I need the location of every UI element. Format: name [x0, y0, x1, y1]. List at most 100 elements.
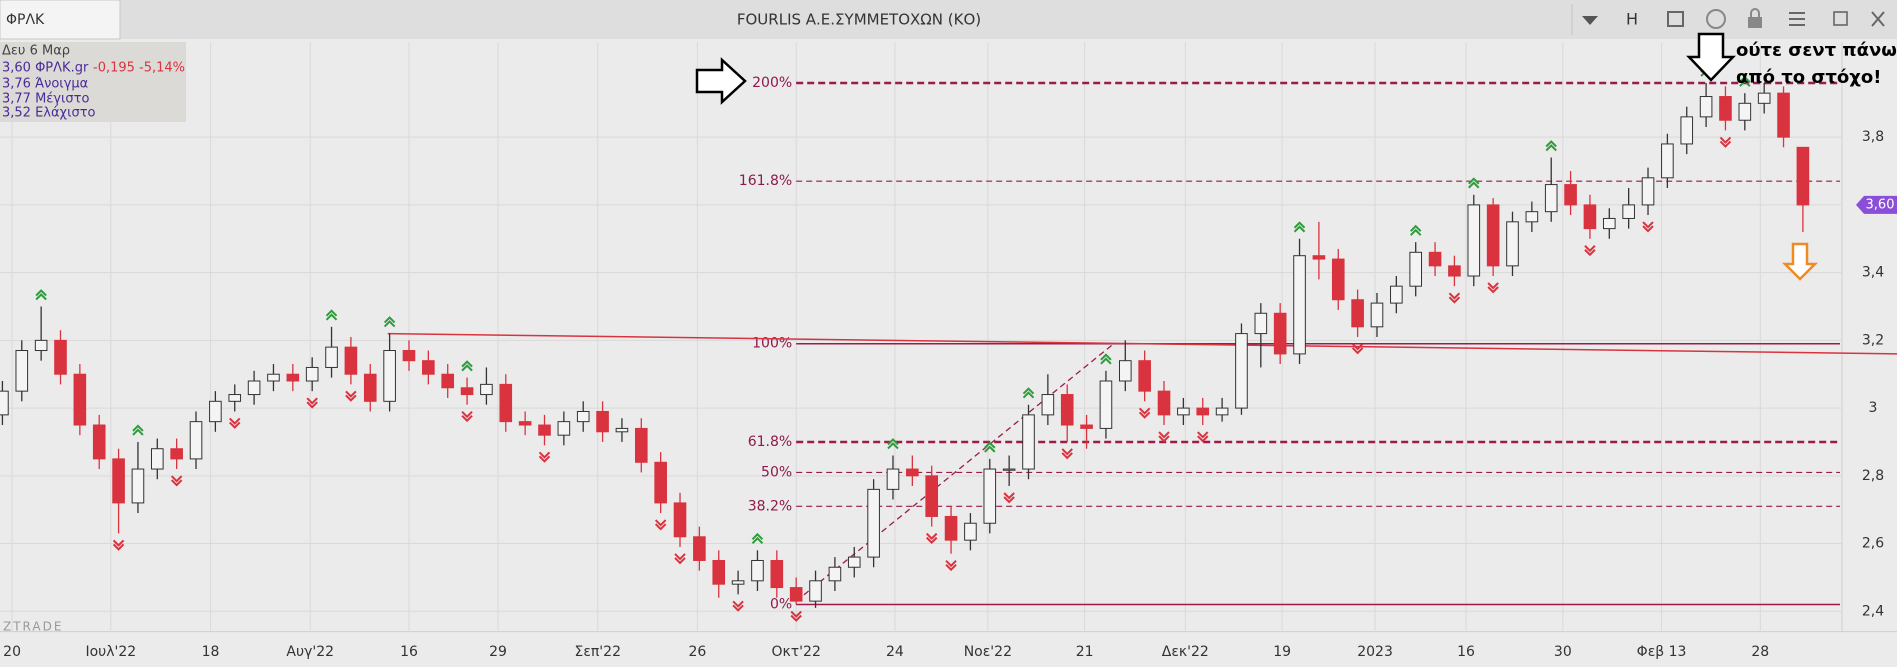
candle-body [34, 339, 48, 352]
lock-shackle [1750, 8, 1760, 17]
fractal-down [1448, 292, 1461, 304]
candle-body [964, 522, 977, 541]
y-tick-label: 3,2 [1862, 332, 1884, 348]
symbol-tab[interactable] [0, 0, 121, 40]
candle-body [344, 346, 358, 375]
x-tick-label: 2023 [1357, 644, 1393, 660]
x-tick-label: 19 [1273, 644, 1291, 660]
candle-body [1060, 394, 1074, 426]
fractal-up [35, 289, 47, 301]
x-tick-label: Νοε'22 [964, 644, 1012, 660]
candle-body [1602, 217, 1616, 230]
candle-body [1428, 251, 1442, 267]
fib-label: 100% [752, 336, 792, 352]
candle-body [1506, 221, 1519, 267]
candle-body [325, 346, 338, 368]
candle-body [654, 461, 667, 504]
fib-label: 38.2% [748, 498, 792, 514]
x-tick-label: Φεβ 13 [1637, 644, 1687, 660]
restore-icon[interactable] [1833, 11, 1848, 26]
fib-label: 200% [752, 75, 792, 91]
fractal-up [1409, 224, 1422, 236]
fractal-down [925, 532, 938, 545]
candle-body [1196, 407, 1210, 416]
fractal-down [732, 600, 744, 612]
candle-body [1777, 92, 1790, 138]
close-icon[interactable] [1871, 11, 1885, 27]
candle-body [1544, 184, 1558, 213]
fractal-up [984, 441, 996, 453]
candle-body [1041, 394, 1055, 416]
candle-body [983, 468, 997, 524]
dropdown-icon[interactable] [1582, 16, 1598, 25]
candle-body [828, 566, 842, 582]
lock-icon[interactable] [1748, 17, 1762, 28]
candle-body [383, 350, 396, 402]
y-tick-label: 3,8 [1862, 129, 1884, 145]
x-tick-label: Αυγ'22 [286, 644, 334, 660]
quote-icon[interactable] [1706, 9, 1726, 29]
fractal-down [345, 390, 357, 402]
candle-body [1719, 96, 1732, 121]
candle-body [615, 427, 629, 433]
candle-body [809, 580, 822, 602]
fractal-up [1468, 177, 1480, 189]
annotation-line: από το στόχο! [1736, 67, 1881, 88]
candle-body [1661, 143, 1674, 179]
fractal-down [461, 410, 473, 423]
candle-body [441, 373, 455, 389]
fractal-down [229, 417, 241, 429]
fractal-down [1197, 431, 1209, 443]
candle-body [634, 427, 648, 463]
candle-body [247, 380, 261, 396]
fractal-up [1545, 140, 1557, 152]
candle-body [1486, 204, 1500, 267]
y-tick-label: 2,8 [1862, 468, 1884, 484]
candle-body [1699, 96, 1713, 118]
arrow-right [695, 57, 747, 105]
fib-label: 0% [770, 597, 792, 613]
fractal-down [1351, 343, 1364, 355]
x-tick-label: 20 [3, 644, 21, 660]
candle-body [73, 373, 87, 426]
candle-body [1796, 146, 1810, 206]
x-tick-label: 24 [886, 644, 904, 660]
candle-body [92, 424, 106, 460]
fractal-down [170, 475, 183, 487]
candle-body [228, 394, 242, 402]
menu-icon[interactable] [1789, 12, 1805, 26]
fib-label: 61.8% [748, 434, 792, 450]
x-tick-label: 18 [202, 644, 220, 660]
x-tick-label: 30 [1554, 644, 1572, 660]
fractal-down [1642, 221, 1654, 233]
candle-body [751, 559, 764, 582]
fractal-down [112, 539, 125, 551]
candle-body [1215, 407, 1229, 416]
candle-body [1525, 211, 1539, 223]
candle-body [189, 421, 203, 460]
fractal-up [132, 424, 144, 436]
toolbar-h[interactable]: H [1626, 10, 1638, 29]
x-tick-label: Ιουλ'22 [85, 644, 136, 660]
candle-body [906, 468, 919, 477]
candle-body [847, 556, 861, 568]
candle-body [1293, 255, 1306, 355]
candle-body [286, 373, 300, 382]
fractal-down [1158, 431, 1170, 443]
candle-body [944, 515, 958, 541]
candle-body [1390, 285, 1403, 304]
fractal-down [790, 610, 802, 622]
y-tick-label: 3,4 [1862, 265, 1884, 281]
candle-body [1235, 333, 1248, 409]
annotation-line: ούτε σεντ πάνω [1736, 40, 1897, 61]
x-tick-label: 26 [689, 644, 707, 660]
fractal-down [654, 519, 667, 531]
window-icon[interactable] [1667, 11, 1684, 27]
candle-body [363, 373, 377, 402]
candle-body [712, 559, 726, 585]
candle-body [1738, 102, 1752, 121]
candle-body [1641, 177, 1655, 206]
info-open: 3,76 Άνοιγμα [2, 77, 88, 92]
header-bar [0, 0, 1897, 39]
